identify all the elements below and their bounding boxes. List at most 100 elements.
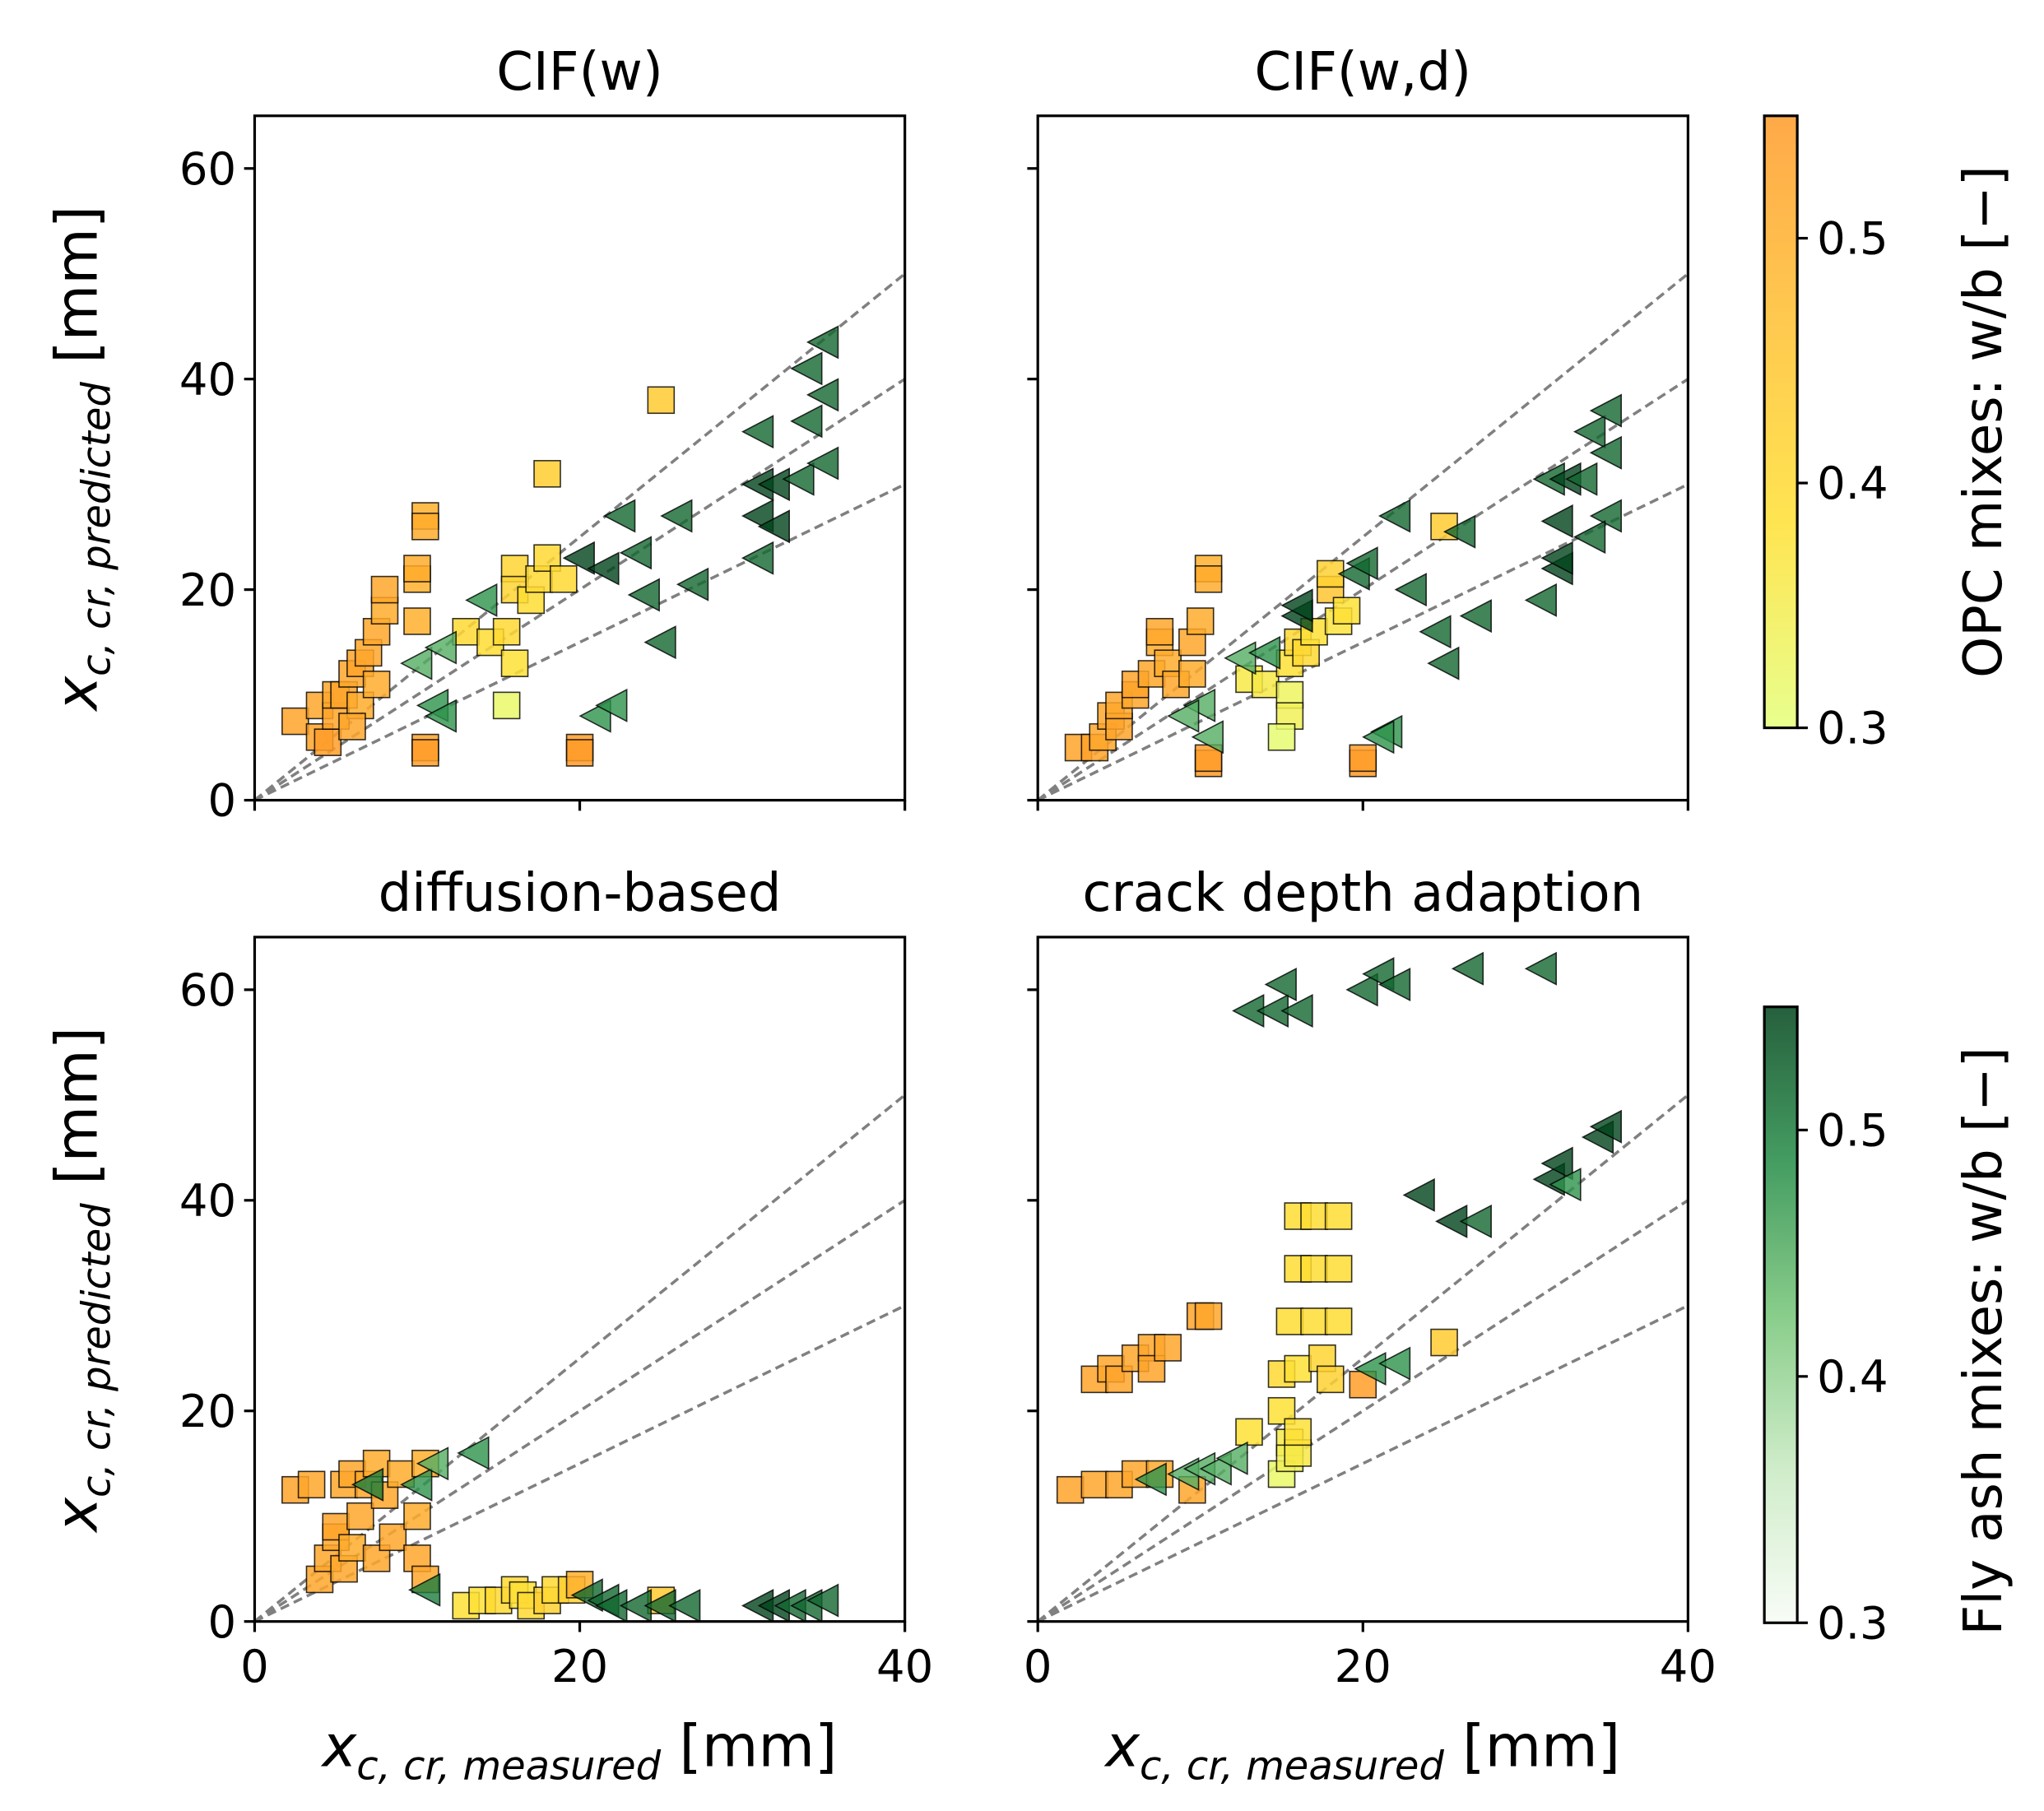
flyash-point xyxy=(1191,720,1224,755)
opc-point xyxy=(346,1502,374,1530)
opc-point xyxy=(362,670,391,699)
flyash-point xyxy=(1540,1146,1573,1181)
flyash-point xyxy=(1524,951,1557,986)
colorbar-tick-label: 0.5 xyxy=(1817,213,1888,265)
colorbar-tick-label: 0.3 xyxy=(1817,1597,1888,1649)
opc-point xyxy=(533,460,561,488)
opc-point xyxy=(1145,617,1174,646)
flyash-point xyxy=(1377,1346,1411,1381)
opc-point xyxy=(1430,1328,1458,1357)
y-tick-label: 20 xyxy=(179,1386,236,1437)
flyash-point xyxy=(1377,967,1411,1001)
flyash-point xyxy=(1247,635,1281,670)
y-label-unit: [mm] xyxy=(44,1027,111,1203)
x-tick-label: 20 xyxy=(551,1641,608,1693)
y-tick-label: 60 xyxy=(179,143,236,195)
reference-line xyxy=(253,378,906,802)
flyash-point xyxy=(1549,1168,1582,1202)
flyash-point xyxy=(1540,504,1573,538)
opc-point xyxy=(411,513,439,541)
opc-point xyxy=(1194,565,1223,593)
reference-line xyxy=(253,1199,906,1623)
x-tick-label: 0 xyxy=(240,1641,269,1693)
opc-point xyxy=(411,739,439,767)
opc-point xyxy=(1194,1302,1223,1330)
opc-point xyxy=(1284,1354,1312,1383)
x-label-main: x xyxy=(1103,1713,1140,1781)
flyash-point xyxy=(1572,520,1606,555)
flyash-point xyxy=(757,467,790,502)
reference-line xyxy=(1037,1199,1689,1623)
opc-point xyxy=(1332,597,1361,625)
flyash-point xyxy=(400,646,433,680)
flyash-point xyxy=(1394,573,1427,607)
flyash-point xyxy=(1589,435,1623,470)
reference-line xyxy=(1037,378,1689,802)
flyash-point xyxy=(1280,588,1313,623)
opc-point xyxy=(1324,1255,1353,1283)
flyash-point xyxy=(1589,1109,1623,1144)
x-axis-label: xc, cr, measured [mm] xyxy=(1103,1713,1620,1790)
colorbar-label: Fly ash mixes: w/b [−] xyxy=(1953,1047,2014,1635)
flyash-point xyxy=(1524,583,1557,617)
flyash-point xyxy=(790,351,823,386)
flyash-point xyxy=(790,404,823,439)
flyash-point xyxy=(1215,1441,1248,1475)
plot-area xyxy=(1038,936,1689,1622)
opc-point xyxy=(403,1502,431,1530)
flyash-point xyxy=(457,1436,490,1470)
colorbar-tick-label: 0.5 xyxy=(1817,1105,1888,1157)
colorbar-tick-label: 0.4 xyxy=(1817,457,1888,509)
y-tick-label: 40 xyxy=(179,1175,236,1227)
flyash-point xyxy=(806,1583,839,1618)
panel-title: diffusion-based xyxy=(379,863,782,924)
flyash-point xyxy=(643,625,676,660)
y-tick-label: 20 xyxy=(179,564,236,616)
flyash-point xyxy=(668,1588,701,1623)
colorbar-tick-label: 0.3 xyxy=(1817,703,1888,755)
y-label-sub: c, cr, predicted xyxy=(74,382,120,676)
panel-title: crack depth adaption xyxy=(1082,863,1643,924)
colorbar-0: 0.3 0.4 0.5 OPC mixes: w/b [−] xyxy=(1763,114,2014,755)
flyash-point xyxy=(1442,514,1476,549)
opc-point xyxy=(1324,1307,1353,1335)
flyash-point xyxy=(1572,415,1606,449)
flyash-point xyxy=(1264,967,1297,1001)
x-tick-label: 40 xyxy=(876,1641,933,1693)
x-label-unit: [mm] xyxy=(661,1713,837,1781)
flyash-point xyxy=(627,578,660,612)
flyash-point xyxy=(1565,462,1598,496)
opc-point xyxy=(338,1534,366,1562)
y-label-main: x xyxy=(44,676,111,713)
flyash-point xyxy=(676,567,709,601)
panel-3: crack depth adaption 0 20 40 xc, cr, measure… xyxy=(1024,863,1716,1790)
flyash-point xyxy=(741,415,774,449)
opc-point xyxy=(1235,1418,1263,1446)
opc-point xyxy=(647,386,676,415)
colorbar-tick-label: 0.4 xyxy=(1817,1351,1888,1403)
reference-line xyxy=(253,1094,906,1623)
flyash-point xyxy=(1427,646,1460,680)
y-axis-label: xc, cr, predicted [mm] xyxy=(44,1027,120,1534)
x-label-sub: c, cr, measured xyxy=(356,1744,661,1790)
y-label-sub: c, cr, predicted xyxy=(74,1203,120,1498)
flyash-point xyxy=(1345,546,1378,581)
opc-point xyxy=(1186,607,1215,635)
x-label-unit: [mm] xyxy=(1444,1713,1620,1781)
x-label-sub: c, cr, measured xyxy=(1140,1744,1444,1790)
opc-point xyxy=(1349,744,1377,773)
colorbar-1: 0.3 0.4 0.5 Fly ash mixes: w/b [−] xyxy=(1763,1005,2014,1649)
x-axis-label: xc, cr, measured [mm] xyxy=(321,1713,838,1790)
flyash-point xyxy=(806,325,839,360)
opc-point xyxy=(1324,1202,1353,1230)
reference-line xyxy=(253,483,906,802)
opc-point xyxy=(1251,670,1280,699)
flyash-point xyxy=(806,378,839,412)
flyash-point xyxy=(1377,499,1411,533)
opc-point xyxy=(403,607,431,635)
y-tick-label: 40 xyxy=(179,354,236,406)
opc-point xyxy=(338,713,366,741)
colorbar-gradient xyxy=(1763,1005,1799,1624)
x-label-main: x xyxy=(321,1713,358,1781)
